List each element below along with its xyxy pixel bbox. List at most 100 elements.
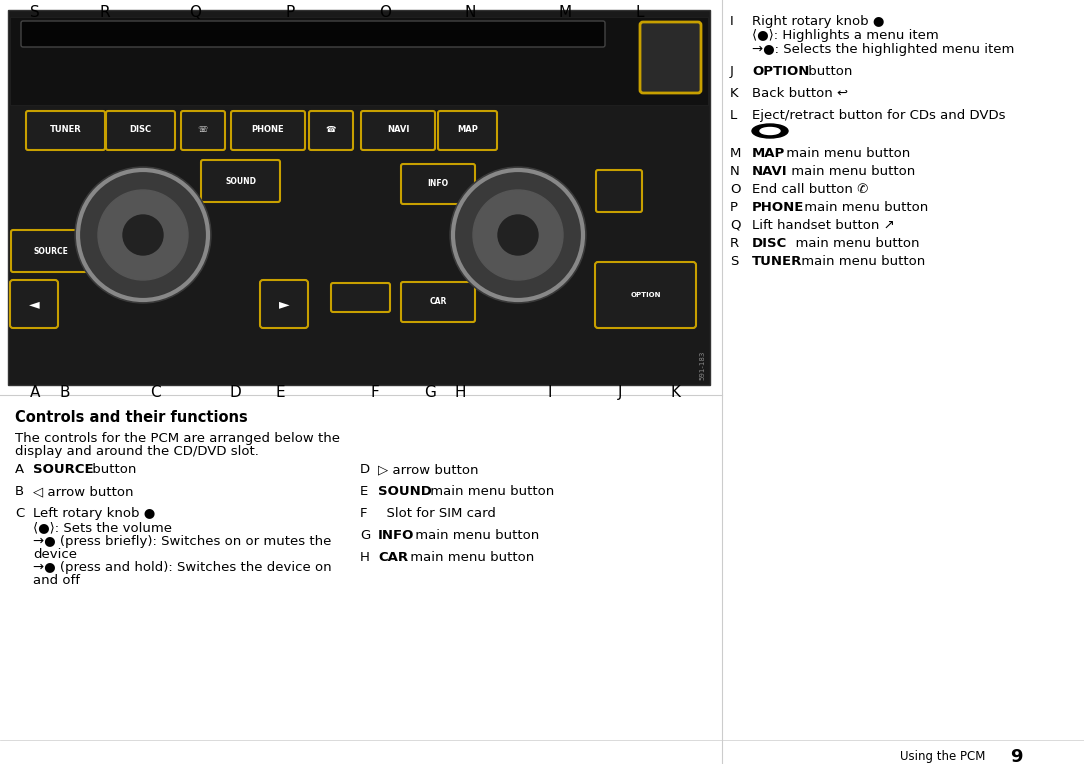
Text: ☏: ☏ [197,125,208,134]
Text: ►: ► [279,297,289,311]
FancyBboxPatch shape [21,21,605,47]
Text: Back button ↩: Back button ↩ [752,87,848,100]
FancyBboxPatch shape [401,282,475,322]
Text: SOURCE: SOURCE [34,247,68,255]
Text: O: O [730,183,740,196]
Text: K: K [670,385,680,400]
Text: TUNER: TUNER [50,125,81,134]
Text: F: F [371,385,379,400]
Text: Right rotary knob ●: Right rotary knob ● [752,15,885,28]
Text: main menu button: main menu button [797,255,926,268]
FancyBboxPatch shape [106,111,175,150]
Text: 591-183: 591-183 [699,351,705,380]
Text: PHONE: PHONE [251,125,284,134]
Text: MAP: MAP [752,147,785,160]
FancyBboxPatch shape [10,280,59,328]
Text: →● (press and hold): Switches the device on: →● (press and hold): Switches the device… [33,561,332,574]
Text: TUNER: TUNER [752,255,802,268]
FancyBboxPatch shape [8,10,710,385]
Text: DISC: DISC [752,237,787,250]
Text: J: J [730,65,734,78]
Text: L: L [635,5,644,20]
Circle shape [498,215,538,255]
Text: H: H [360,551,370,564]
FancyBboxPatch shape [438,111,496,150]
Circle shape [473,190,563,280]
Circle shape [450,167,586,303]
FancyBboxPatch shape [401,164,475,204]
Text: CAR: CAR [378,551,408,564]
Text: →●: Selects the highlighted menu item: →●: Selects the highlighted menu item [752,43,1015,56]
Text: I: I [730,15,734,28]
Text: H: H [454,385,466,400]
Circle shape [98,190,188,280]
Text: ☎: ☎ [326,125,336,134]
Text: OPTION: OPTION [631,292,661,298]
Ellipse shape [760,128,780,134]
Text: C: C [150,385,160,400]
FancyBboxPatch shape [361,111,435,150]
Text: A: A [30,385,40,400]
Text: ▷ arrow button: ▷ arrow button [378,463,478,476]
Text: S: S [730,255,738,268]
Text: Using the PCM: Using the PCM [900,750,985,763]
Text: End call button ✆: End call button ✆ [752,183,868,196]
Text: INFO: INFO [378,529,414,542]
Text: M: M [558,5,571,20]
Text: Eject/retract button for CDs and DVDs: Eject/retract button for CDs and DVDs [752,109,1006,122]
Text: OPTION: OPTION [752,65,810,78]
Text: INFO: INFO [427,180,449,189]
FancyBboxPatch shape [260,280,308,328]
Text: L: L [730,109,737,122]
FancyBboxPatch shape [331,283,390,312]
Text: C: C [15,507,24,520]
Text: and off: and off [33,574,80,587]
Text: 9: 9 [1010,748,1022,764]
Text: ⟨●⟩: Sets the volume: ⟨●⟩: Sets the volume [33,521,172,534]
Text: B: B [15,485,24,498]
Text: A: A [15,463,24,476]
Text: main menu button: main menu button [800,201,928,214]
Text: Controls and their functions: Controls and their functions [15,410,248,425]
Circle shape [75,167,211,303]
Text: ◄: ◄ [28,297,39,311]
Text: main menu button: main menu button [787,237,919,250]
Text: D: D [360,463,370,476]
Text: Slot for SIM card: Slot for SIM card [378,507,495,520]
Text: DISC: DISC [129,125,152,134]
Text: PHONE: PHONE [752,201,804,214]
FancyBboxPatch shape [596,170,642,212]
Text: display and around the CD/DVD slot.: display and around the CD/DVD slot. [15,445,259,458]
FancyBboxPatch shape [181,111,225,150]
FancyBboxPatch shape [640,22,701,93]
Text: ◁ arrow button: ◁ arrow button [33,485,133,498]
Text: M: M [730,147,741,160]
Text: O: O [379,5,391,20]
Text: E: E [275,385,285,400]
Text: device: device [33,548,77,561]
Text: button: button [804,65,852,78]
Text: N: N [464,5,476,20]
Text: G: G [424,385,436,400]
Text: K: K [730,87,738,100]
Text: main menu button: main menu button [787,165,915,178]
Text: R: R [100,5,111,20]
Text: main menu button: main menu button [426,485,554,498]
Text: CAR: CAR [429,297,447,306]
FancyBboxPatch shape [309,111,353,150]
Text: Lift handset button ↗: Lift handset button ↗ [752,219,894,232]
FancyBboxPatch shape [26,111,105,150]
Text: R: R [730,237,739,250]
Text: P: P [285,5,295,20]
Text: S: S [30,5,40,20]
Text: Q: Q [189,5,201,20]
Text: N: N [730,165,739,178]
Text: Left rotary knob ●: Left rotary knob ● [33,507,155,520]
Text: button: button [88,463,137,476]
Text: NAVI: NAVI [752,165,788,178]
Text: The controls for the PCM are arranged below the: The controls for the PCM are arranged be… [15,432,340,445]
Text: SOURCE: SOURCE [33,463,93,476]
Text: ⟨●⟩: Highlights a menu item: ⟨●⟩: Highlights a menu item [752,29,939,42]
Text: main menu button: main menu button [411,529,539,542]
FancyBboxPatch shape [201,160,280,202]
